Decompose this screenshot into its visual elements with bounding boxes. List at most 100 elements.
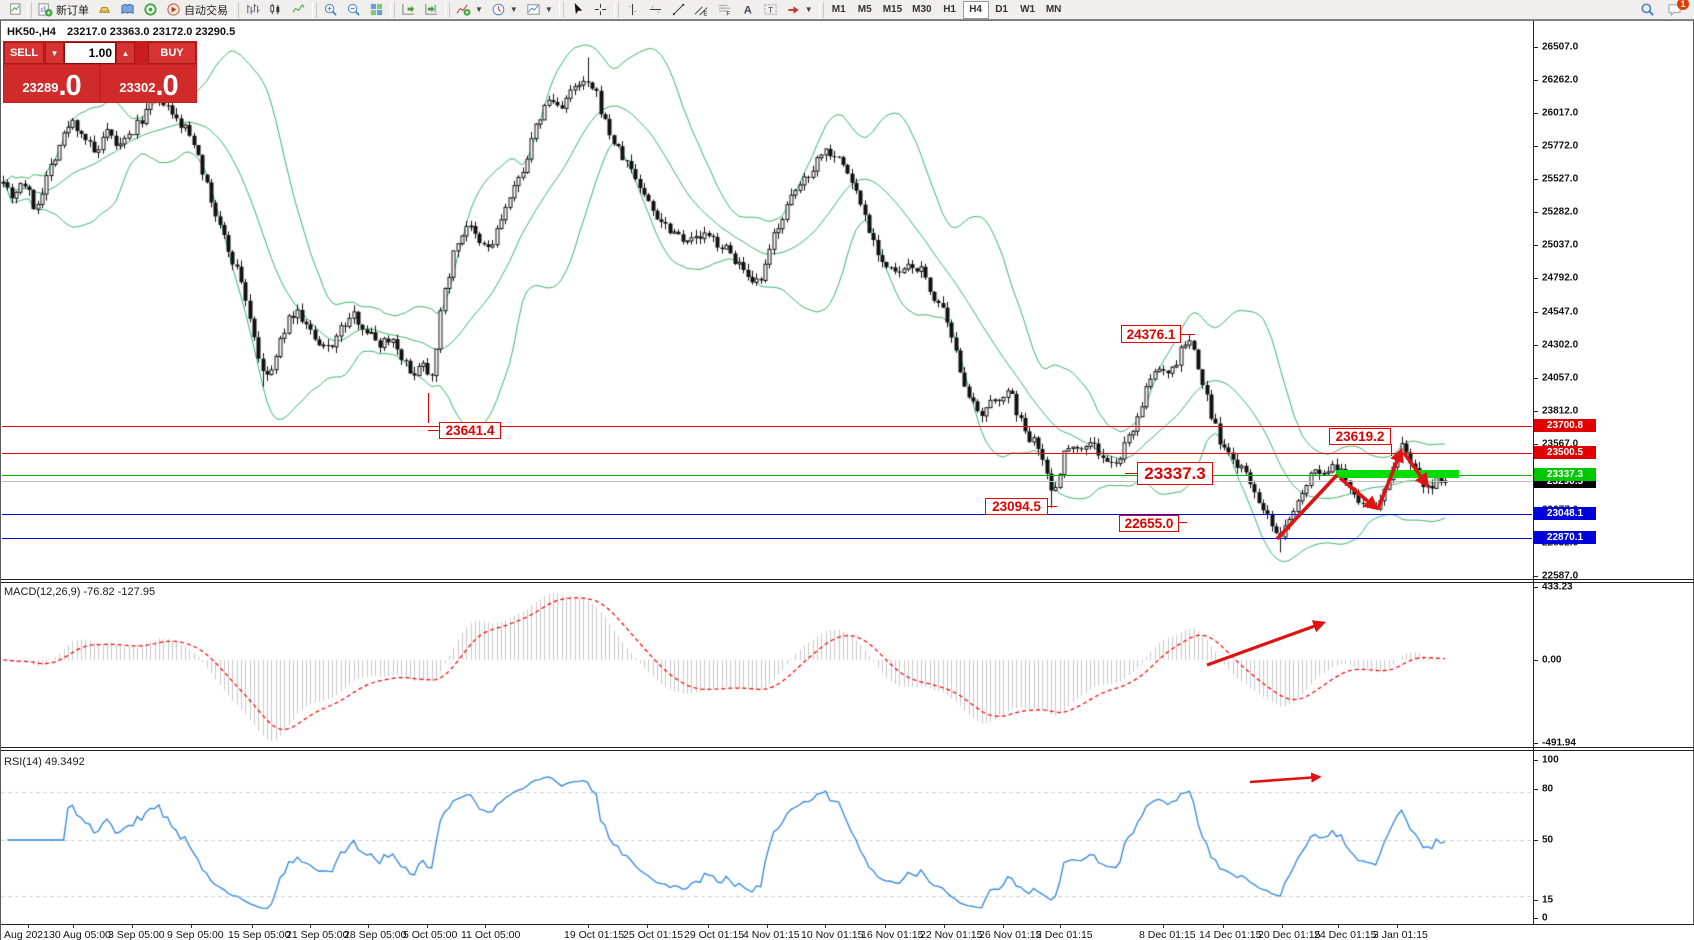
volume-increase-button[interactable]: ▲	[116, 42, 135, 64]
support-line-23048-1[interactable]	[2, 514, 1532, 515]
price-annotation[interactable]: 23619.2	[1329, 428, 1391, 445]
rsi-trend-arrow[interactable]	[1249, 772, 1322, 784]
cursor-button[interactable]	[566, 1, 589, 19]
timeframe-m30-button[interactable]: M30	[912, 4, 932, 15]
charts-button[interactable]	[2, 1, 25, 19]
buy-button[interactable]: BUY	[148, 42, 196, 64]
tile-windows-button[interactable]	[365, 1, 388, 19]
zigzag-leg-down-1[interactable]	[1338, 476, 1379, 511]
time-axis-tick	[1223, 925, 1224, 928]
resistance-line-23700-8[interactable]	[2, 426, 1532, 427]
rsi-tick-label: 15	[1542, 894, 1554, 906]
axis-tick	[1533, 345, 1538, 346]
community-button[interactable]	[116, 1, 139, 19]
panel-separator[interactable]	[1, 747, 1694, 748]
timeframe-m5-button[interactable]: M5	[857, 4, 872, 15]
axis-tick	[1533, 760, 1538, 761]
search-icon	[1640, 2, 1655, 17]
highlight-zone[interactable]	[1336, 470, 1459, 478]
support-line-22870-1[interactable]	[2, 538, 1532, 539]
toolbar-separator	[312, 1, 317, 18]
zoom-in-button[interactable]	[319, 1, 342, 19]
time-axis-label: 28 Sep 05:00	[344, 929, 407, 940]
bar-chart-button[interactable]	[241, 1, 264, 19]
price-annotation[interactable]: 23094.5	[985, 498, 1048, 515]
macd-trend-arrow[interactable]	[1206, 620, 1327, 667]
timeframe-h1-button[interactable]: H1	[943, 4, 956, 15]
time-axis-tick	[1003, 925, 1004, 928]
crosshair-button[interactable]	[589, 1, 612, 19]
price-tick-label: 26262.0	[1542, 74, 1579, 86]
price-level-chip: 23500.5	[1534, 446, 1596, 459]
text-icon: A	[740, 2, 755, 17]
toolbar-separator	[558, 1, 564, 18]
time-axis[interactable]: Aug 2021 30 Aug 05:00 3 Sep 05:00 9 Sep 05:…	[1, 924, 1694, 940]
toolbar-separator	[234, 1, 239, 18]
timeframe-d1-button[interactable]: D1	[995, 4, 1008, 15]
auto-scroll-button[interactable]	[397, 1, 420, 19]
bid-price-line[interactable]	[2, 481, 1532, 482]
templates-button[interactable]: ▼	[522, 1, 557, 19]
fibonacci-button[interactable]: F	[713, 1, 736, 19]
dropdown-caret-icon[interactable]: ▼	[509, 5, 518, 14]
axis-tick	[1533, 444, 1538, 445]
timeframe-h4-button[interactable]: H4	[962, 0, 989, 19]
toolbar-separator	[818, 1, 824, 18]
indicators-button[interactable]: ▼	[452, 1, 487, 19]
price-tick-label: 25772.0	[1542, 140, 1579, 152]
line-chart-button[interactable]	[287, 1, 310, 19]
sell-button[interactable]: SELL	[4, 42, 44, 64]
dropdown-caret-icon[interactable]: ▼	[804, 5, 813, 14]
channel-button[interactable]: E	[690, 1, 713, 19]
price-annotation[interactable]: 23337.3	[1137, 462, 1213, 485]
support-line-23337-3[interactable]	[2, 475, 1532, 476]
time-axis-tick	[73, 925, 74, 928]
auto-trading-button[interactable]: 自动交易	[162, 1, 232, 19]
trendline-button[interactable]	[667, 1, 690, 19]
dropdown-caret-icon[interactable]: ▼	[475, 5, 483, 14]
signals-button[interactable]	[139, 1, 162, 19]
zigzag-leg-up-2[interactable]	[1376, 447, 1404, 510]
rsi-tick-label: 100	[1542, 754, 1559, 766]
text-label-button[interactable]: T	[759, 1, 782, 19]
time-axis-tick	[767, 925, 768, 928]
vertical-line-button[interactable]	[621, 1, 644, 19]
text-label-icon: T	[763, 2, 778, 17]
buy-price-display[interactable]: 23302 .0	[101, 65, 196, 102]
price-annotation[interactable]: 22655.0	[1119, 515, 1179, 532]
timeframe-m15-button[interactable]: M15	[882, 4, 903, 15]
annotation-connector	[1391, 444, 1392, 456]
panel-separator[interactable]	[1, 579, 1694, 580]
new-order-button[interactable]: 新订单	[34, 1, 93, 19]
timeframe-w1-button[interactable]: W1	[1020, 4, 1036, 15]
periods-button[interactable]: ▼	[487, 1, 522, 19]
timeframe-m1-button[interactable]: M1	[831, 4, 846, 15]
zigzag-leg-up-1[interactable]	[1275, 473, 1339, 541]
axis-tick	[1533, 900, 1538, 901]
timeframe-mn-button[interactable]: MN	[1045, 4, 1062, 15]
market-watch-button[interactable]	[93, 1, 116, 19]
volume-input[interactable]	[64, 42, 116, 64]
chart-shift-button[interactable]	[420, 1, 443, 19]
sell-price-display[interactable]: 23289 .0	[4, 65, 99, 102]
resistance-line-23500-5[interactable]	[2, 453, 1532, 454]
candlestick-chart-button[interactable]	[264, 1, 287, 19]
dropdown-caret-icon[interactable]: ▼	[544, 5, 553, 14]
price-annotation[interactable]: 23641.4	[439, 422, 501, 439]
price-chart-canvas[interactable]	[1, 21, 1533, 924]
zoom-out-button[interactable]	[342, 1, 365, 19]
trendline-icon	[671, 2, 686, 17]
chat-button[interactable]: 1	[1663, 0, 1689, 19]
rsi-tick-label: 80	[1542, 783, 1554, 795]
arrows-button[interactable]: ▼	[782, 1, 817, 19]
time-axis-label: 25 Oct 01:15	[623, 929, 684, 940]
time-axis-tick	[825, 925, 826, 928]
time-axis-label: 22 Nov 01:15	[920, 929, 983, 940]
new-order-button-label: 新订单	[56, 4, 89, 17]
search-button[interactable]	[1636, 1, 1659, 19]
horizontal-line-button[interactable]	[644, 1, 667, 19]
volume-decrease-button[interactable]: ▼	[45, 42, 64, 64]
price-annotation[interactable]: 24376.1	[1121, 325, 1181, 343]
text-button[interactable]: A	[736, 1, 759, 19]
toolbar-separator	[445, 1, 450, 18]
